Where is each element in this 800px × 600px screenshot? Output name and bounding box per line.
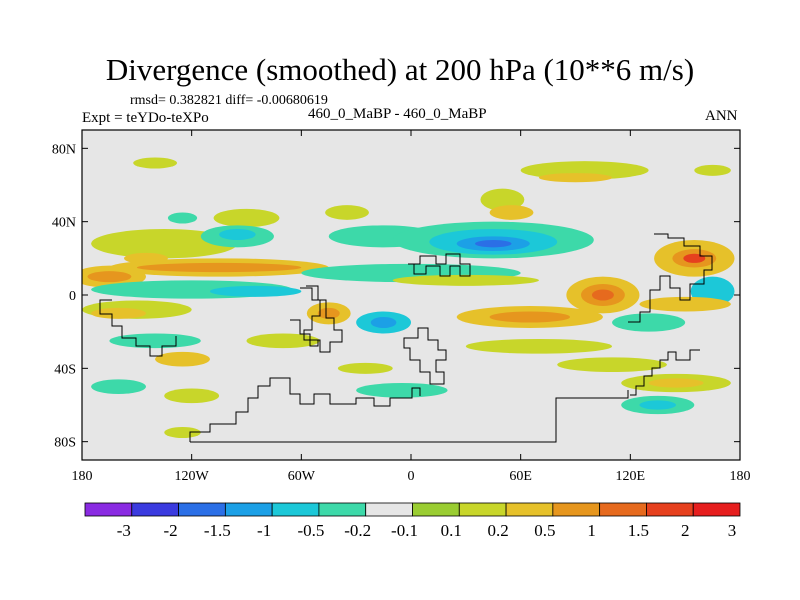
y-axis: 80N 40N 0 40S 80S <box>52 142 740 451</box>
contour-fill-48 <box>557 357 667 372</box>
colorbar-label-9: 0.5 <box>534 521 555 540</box>
colorbar: -3 -2 -1.5 -1 -0.5 -0.2 -0.1 0.1 0.2 0.5 1 1.5 2 3 <box>84 502 741 540</box>
coastline-americas <box>300 285 343 353</box>
colorbar-label-13: 3 <box>728 521 737 540</box>
contour-fill-53 <box>648 378 704 388</box>
colorbar-label-6: -0.1 <box>391 521 418 540</box>
experiment-label: Expt = teYDo-teXPo <box>82 110 209 126</box>
contour-fills <box>82 157 735 438</box>
contour-fill-0 <box>133 157 178 169</box>
contour-fill-50 <box>164 388 220 404</box>
contour-fill-42 <box>612 313 686 332</box>
contour-fill-45 <box>465 339 613 354</box>
x-tick-label-3: 0 <box>408 469 415 484</box>
colorbar-box-7 <box>412 502 460 517</box>
coastline-australia <box>630 349 700 396</box>
colorbar-label-12: 2 <box>681 521 690 540</box>
contour-fill-6 <box>167 212 198 224</box>
x-tick-label-6: 180 <box>730 469 751 484</box>
colorbar-box-13 <box>692 502 741 517</box>
y-tick-label-3: 40S <box>54 362 76 377</box>
x-tick-label-0: 180 <box>72 469 93 484</box>
colorbar-label-0: -3 <box>117 521 131 540</box>
chart-title: Divergence (smoothed) at 200 hPa (10**6 … <box>105 52 695 87</box>
coastline-eurasia <box>408 253 471 277</box>
colorbar-box-2 <box>178 502 226 517</box>
colorbar-label-1: -2 <box>163 521 177 540</box>
colorbar-box-1 <box>131 502 179 517</box>
contour-fill-17 <box>474 240 512 248</box>
colorbar-label-5: -0.2 <box>344 521 371 540</box>
colorbar-label-7: 0.1 <box>441 521 462 540</box>
colorbar-box-9 <box>505 502 554 517</box>
contour-fill-20 <box>683 253 706 263</box>
coastline-south-america <box>290 319 319 347</box>
colorbar-box-11 <box>599 502 647 517</box>
contour-fill-33 <box>639 296 731 312</box>
colorbar-label-4: -0.5 <box>297 521 324 540</box>
contour-fill-47 <box>337 362 393 374</box>
colorbar-label-10: 1 <box>587 521 596 540</box>
x-tick-label-5: 120E <box>616 469 646 484</box>
colorbar-box-8 <box>458 502 507 517</box>
coastline-overlay <box>99 233 713 443</box>
colorbar-box-3 <box>224 502 273 517</box>
colorbar-label-3: -1 <box>257 521 271 540</box>
x-tick-label-4: 60E <box>509 469 532 484</box>
contour-fill-26 <box>209 285 302 297</box>
x-tick-label-2: 60W <box>288 469 316 484</box>
colorbar-label-11: 1.5 <box>628 521 649 540</box>
y-tick-label-2: 0 <box>69 289 76 304</box>
contour-fill-4 <box>480 188 525 211</box>
x-tick-label-1: 120W <box>175 469 210 484</box>
y-tick-label-4: 80S <box>54 436 76 451</box>
y-tick-label-1: 40N <box>52 216 76 231</box>
contour-fill-49 <box>91 379 146 394</box>
contour-fill-51 <box>356 383 448 398</box>
contour-fill-2 <box>538 173 613 183</box>
contour-fill-41 <box>489 311 571 323</box>
contour-fill-35 <box>91 307 146 319</box>
contour-fill-8 <box>325 205 369 220</box>
colorbar-label-8: 0.2 <box>487 521 508 540</box>
contour-fill-24 <box>136 262 302 273</box>
contour-fill-46 <box>155 351 210 367</box>
coastline-antarctica <box>189 377 629 443</box>
contour-fill-12 <box>219 229 256 240</box>
contour-fill-39 <box>370 317 397 328</box>
contour-fill-55 <box>639 400 677 410</box>
colorbar-box-4 <box>271 502 320 517</box>
coastline-pacific-islands <box>99 299 177 357</box>
contour-fill-5 <box>489 205 534 220</box>
contour-fill-37 <box>317 307 340 319</box>
colorbar-box-10 <box>552 502 601 517</box>
contour-fill-22 <box>87 271 132 283</box>
difference-label: 460_0_MaBP - 460_0_MaBP <box>308 106 487 122</box>
contour-fill-43 <box>109 333 201 349</box>
colorbar-box-12 <box>646 502 694 517</box>
contour-fill-7 <box>213 208 280 228</box>
coastline-africa-west <box>403 327 447 385</box>
x-axis: 180 120W 60W 0 60E 120E 180 <box>72 130 751 484</box>
colorbar-box-5 <box>318 502 367 517</box>
contour-fill-44 <box>246 333 320 349</box>
contour-fill-28 <box>392 274 539 286</box>
y-tick-label-0: 80N <box>52 142 76 157</box>
colorbar-box-0 <box>84 502 133 517</box>
stats-label: rmsd= 0.382821 diff= -0.00680619 <box>130 93 328 108</box>
coastline-asia-east <box>628 233 713 323</box>
contour-fill-3 <box>694 164 731 176</box>
contour-fill-56 <box>164 427 201 438</box>
contour-fill-31 <box>591 289 614 301</box>
colorbar-label-2: -1.5 <box>204 521 231 540</box>
colorbar-box-6 <box>365 502 413 517</box>
season-label: ANN <box>705 108 738 124</box>
